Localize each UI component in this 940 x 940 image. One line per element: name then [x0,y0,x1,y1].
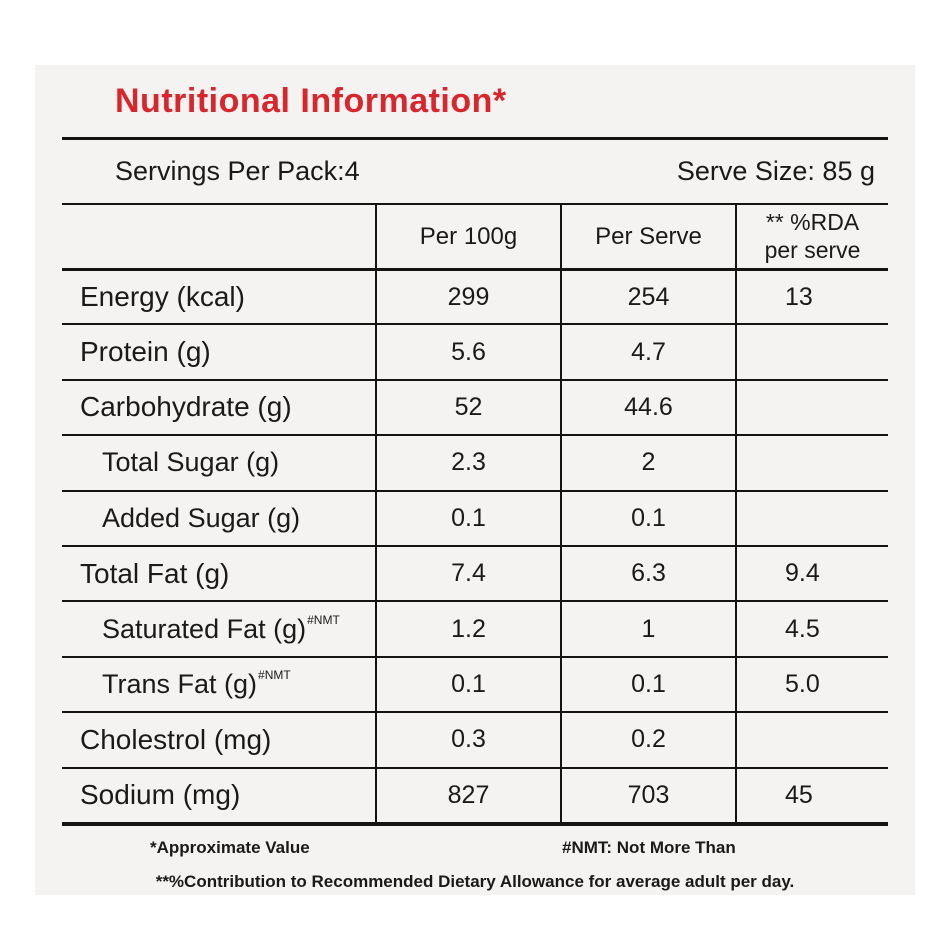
table-row-carbohydrate: Carbohydrate (g) 52 44.6 [62,378,888,435]
value-rda [735,380,888,435]
table-row-saturated-fat: Saturated Fat (g) #NMT 1.2 1 4.5 [62,600,888,656]
value-rda [735,713,888,767]
value-rda [735,436,888,490]
value-per-serve: 254 [560,271,735,324]
table-row-total-sugar: Total Sugar (g) 2.3 2 [62,434,888,490]
table-row-sodium: Sodium (mg) 827 703 45 [62,766,888,822]
header-blank [62,205,375,268]
title-block: Nutritional Information* [62,65,888,140]
value-per-100g: 827 [375,768,560,822]
value-rda: 5.0 [735,657,888,712]
nmt-superscript: #NMT [258,668,291,683]
value-per-serve: 44.6 [560,380,735,435]
value-per-serve: 0.1 [560,657,735,712]
value-per-100g: 0.3 [375,713,560,767]
value-per-100g: 52 [375,380,560,435]
row-label: Trans Fat (g) #NMT [102,668,291,699]
nutrition-table: Per 100g Per Serve ** %RDA per serve Ene… [62,203,888,826]
servings-row: Servings Per Pack:4 Serve Size: 85 g [62,140,888,203]
header-rda-line2: per serve [764,236,861,263]
table-row-protein: Protein (g) 5.6 4.7 [62,323,888,379]
row-label: Sodium (mg) [80,779,241,811]
value-rda [735,325,888,379]
row-label: Saturated Fat (g) #NMT [102,613,340,644]
row-label: Total Fat (g) [80,557,230,589]
table-row-trans-fat: Trans Fat (g) #NMT 0.1 0.1 5.0 [62,655,888,712]
row-label: Total Sugar (g) [102,447,280,478]
value-per-100g: 7.4 [375,546,560,601]
footnote-rda-contribution: **%Contribution to Recommended Dietary A… [155,871,795,891]
value-rda: 45 [735,768,888,822]
value-per-100g: 0.1 [375,657,560,712]
header-rda: ** %RDA per serve [735,205,888,268]
label-content: Nutritional Information* Servings Per Pa… [62,65,888,894]
row-label: Added Sugar (g) [102,502,301,533]
footnote-approximate-value: *Approximate Value [150,837,310,857]
footnote-nmt: #NMT: Not More Than [562,837,736,857]
value-per-100g: 1.2 [375,602,560,656]
nutrition-label-card: Nutritional Information* Servings Per Pa… [35,65,915,895]
value-rda [735,491,888,545]
value-per-serve: 703 [560,768,735,822]
value-per-serve: 2 [560,436,735,490]
nmt-superscript: #NMT [307,613,340,628]
value-per-serve: 0.1 [560,491,735,545]
value-rda: 4.5 [735,602,888,656]
header-rda-line1: ** %RDA [765,208,860,235]
table-header-row: Per 100g Per Serve ** %RDA per serve [62,203,888,268]
row-label: Cholestrol (mg) [80,723,272,755]
serve-size: Serve Size: 85 g [676,156,875,186]
row-label: Carbohydrate (g) [80,391,292,423]
value-per-100g: 2.3 [375,436,560,490]
table-row-cholestrol: Cholestrol (mg) 0.3 0.2 [62,711,888,767]
table-row-added-sugar: Added Sugar (g) 0.1 0.1 [62,489,888,545]
value-rda: 13 [735,271,888,324]
footnotes: *Approximate Value #NMT: Not More Than *… [62,826,888,894]
row-label: Protein (g) [80,336,211,368]
value-per-100g: 0.1 [375,491,560,545]
value-per-serve: 0.2 [560,713,735,767]
value-per-100g: 299 [375,271,560,324]
table-row-total-fat: Total Fat (g) 7.4 6.3 9.4 [62,544,888,601]
value-per-serve: 1 [560,602,735,656]
page-title: Nutritional Information* [115,81,507,120]
header-per-serve: Per Serve [560,205,735,268]
row-label: Energy (kcal) [80,281,245,313]
value-per-serve: 6.3 [560,546,735,601]
value-per-serve: 4.7 [560,325,735,379]
value-per-100g: 5.6 [375,325,560,379]
header-per-100g: Per 100g [375,205,560,268]
value-rda: 9.4 [735,546,888,601]
table-row-energy: Energy (kcal) 299 254 13 [62,268,888,324]
servings-per-pack: Servings Per Pack:4 [115,156,360,186]
